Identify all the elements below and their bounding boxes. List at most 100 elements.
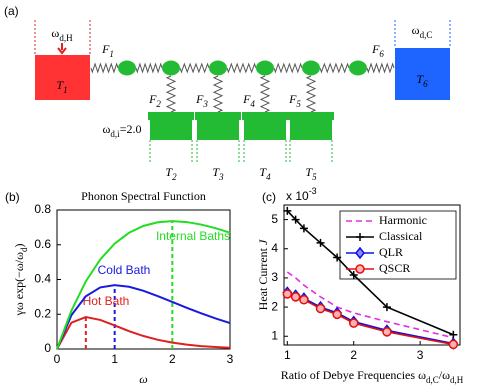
series-line [56,284,231,350]
x-axis-label-part: d,C [426,375,439,385]
atom [256,60,274,76]
marker [332,309,342,320]
force-label-part: F [101,42,110,56]
heat-arrow [57,43,67,55]
marker [315,303,326,314]
axis-multiplier-part: -3 [309,186,317,196]
axis-multiplier-part: x 10 [286,189,309,203]
marker [282,289,293,299]
y-axis-label-part: J [256,239,270,245]
cold-omega-part: ω [412,23,420,37]
x-axis-label-part: ω [139,372,147,386]
y-tick-label: 1 [271,328,278,342]
y-tick-label: 5 [271,212,278,226]
series-line [56,316,231,350]
bath [195,112,241,120]
hot-omega: ωd,H [51,26,73,43]
y-axis-label: Heat Current J [256,239,270,310]
atom [118,60,136,76]
y-tick-label: 0.6 [34,237,51,251]
y-tick-label: 4 [271,241,278,255]
marker [349,271,358,279]
cold-temperature-part: T [416,72,424,86]
series-line [56,220,231,350]
marker [283,206,292,215]
spring [165,75,177,113]
series-line [286,210,454,336]
spring [179,62,210,74]
spring [226,62,257,74]
bath [197,120,239,140]
y-axis-label-part: d [19,247,29,252]
x-axis-label-part: Ratio of Debye Frequencies [281,368,418,382]
marker [299,224,308,233]
bath [148,112,194,120]
atom [349,60,367,76]
x-tick-label: 2 [350,348,357,362]
marker [299,295,309,305]
bath-temperature: T4 [259,165,271,182]
force-label-part: 6 [379,49,384,59]
panel-label: (c) [262,190,276,204]
bath [288,112,334,120]
x-tick-label: 3 [227,352,234,366]
legend-label: Classical [379,229,423,243]
force-label: F3 [195,92,208,109]
cold-temperature-part: 6 [423,79,428,89]
bath-temperature-part: 3 [218,172,224,182]
x-axis-label-part: /ω [439,368,450,382]
x-axis-label: ω [139,372,147,386]
cold-reservoir [395,48,450,100]
bath-temperature: T3 [212,165,224,182]
hot-omega-part: ω [51,26,59,40]
marker [290,292,301,302]
hot-temperature-part: T [56,78,64,92]
y-axis-label-part: Heat Current [256,245,270,310]
x-axis-label-part: ω [418,368,426,382]
force-label-part: 2 [156,99,161,109]
series-label: Hot Bath [83,294,130,308]
force-label-part: 5 [296,99,301,109]
marker [333,253,342,262]
bath-temperature-part: 5 [312,172,317,182]
x-axis-label-part: d,H [450,375,464,385]
bath-temperature-part: T [212,165,220,179]
marker [291,215,300,224]
series-label: Cold Bath [98,263,151,277]
y-tick-label: 0.8 [34,202,51,216]
atom [302,60,320,76]
bath [290,120,332,140]
legend-label: Harmonic [379,213,427,227]
atom [162,60,180,76]
panel-label: (b) [5,190,20,204]
bath-temperature-part: 2 [172,172,177,182]
force-label-part: 3 [202,99,208,109]
force-label-part: F [195,92,204,106]
internal-omega-part: =2.0 [120,122,142,136]
x-tick-label: 3 [417,348,424,362]
legend-label: QLR [379,245,403,259]
internal-omega-part: d,i [110,129,120,139]
y-tick-label: 0.4 [34,272,51,286]
bath-temperature-part: 4 [266,172,271,182]
legend-label: QSCR [379,261,410,275]
panel-label: (a) [4,4,19,18]
series-line [287,293,454,346]
cold-omega: ωd,C [412,23,433,40]
marker [348,318,359,328]
marker [448,339,459,350]
force-label-part: F [148,92,157,106]
marker [356,233,364,241]
x-tick-label: 2 [169,352,176,366]
hot-reservoir [35,55,90,100]
atom [209,60,227,76]
spring [366,62,395,74]
bath-temperature-part: T [259,165,267,179]
y-tick-label: 0.2 [34,306,51,320]
plot-frame [283,204,461,346]
spring [135,62,163,74]
y-tick-label: 0 [44,341,51,355]
force-label: F6 [371,42,384,59]
x-tick-label: 1 [284,348,291,362]
